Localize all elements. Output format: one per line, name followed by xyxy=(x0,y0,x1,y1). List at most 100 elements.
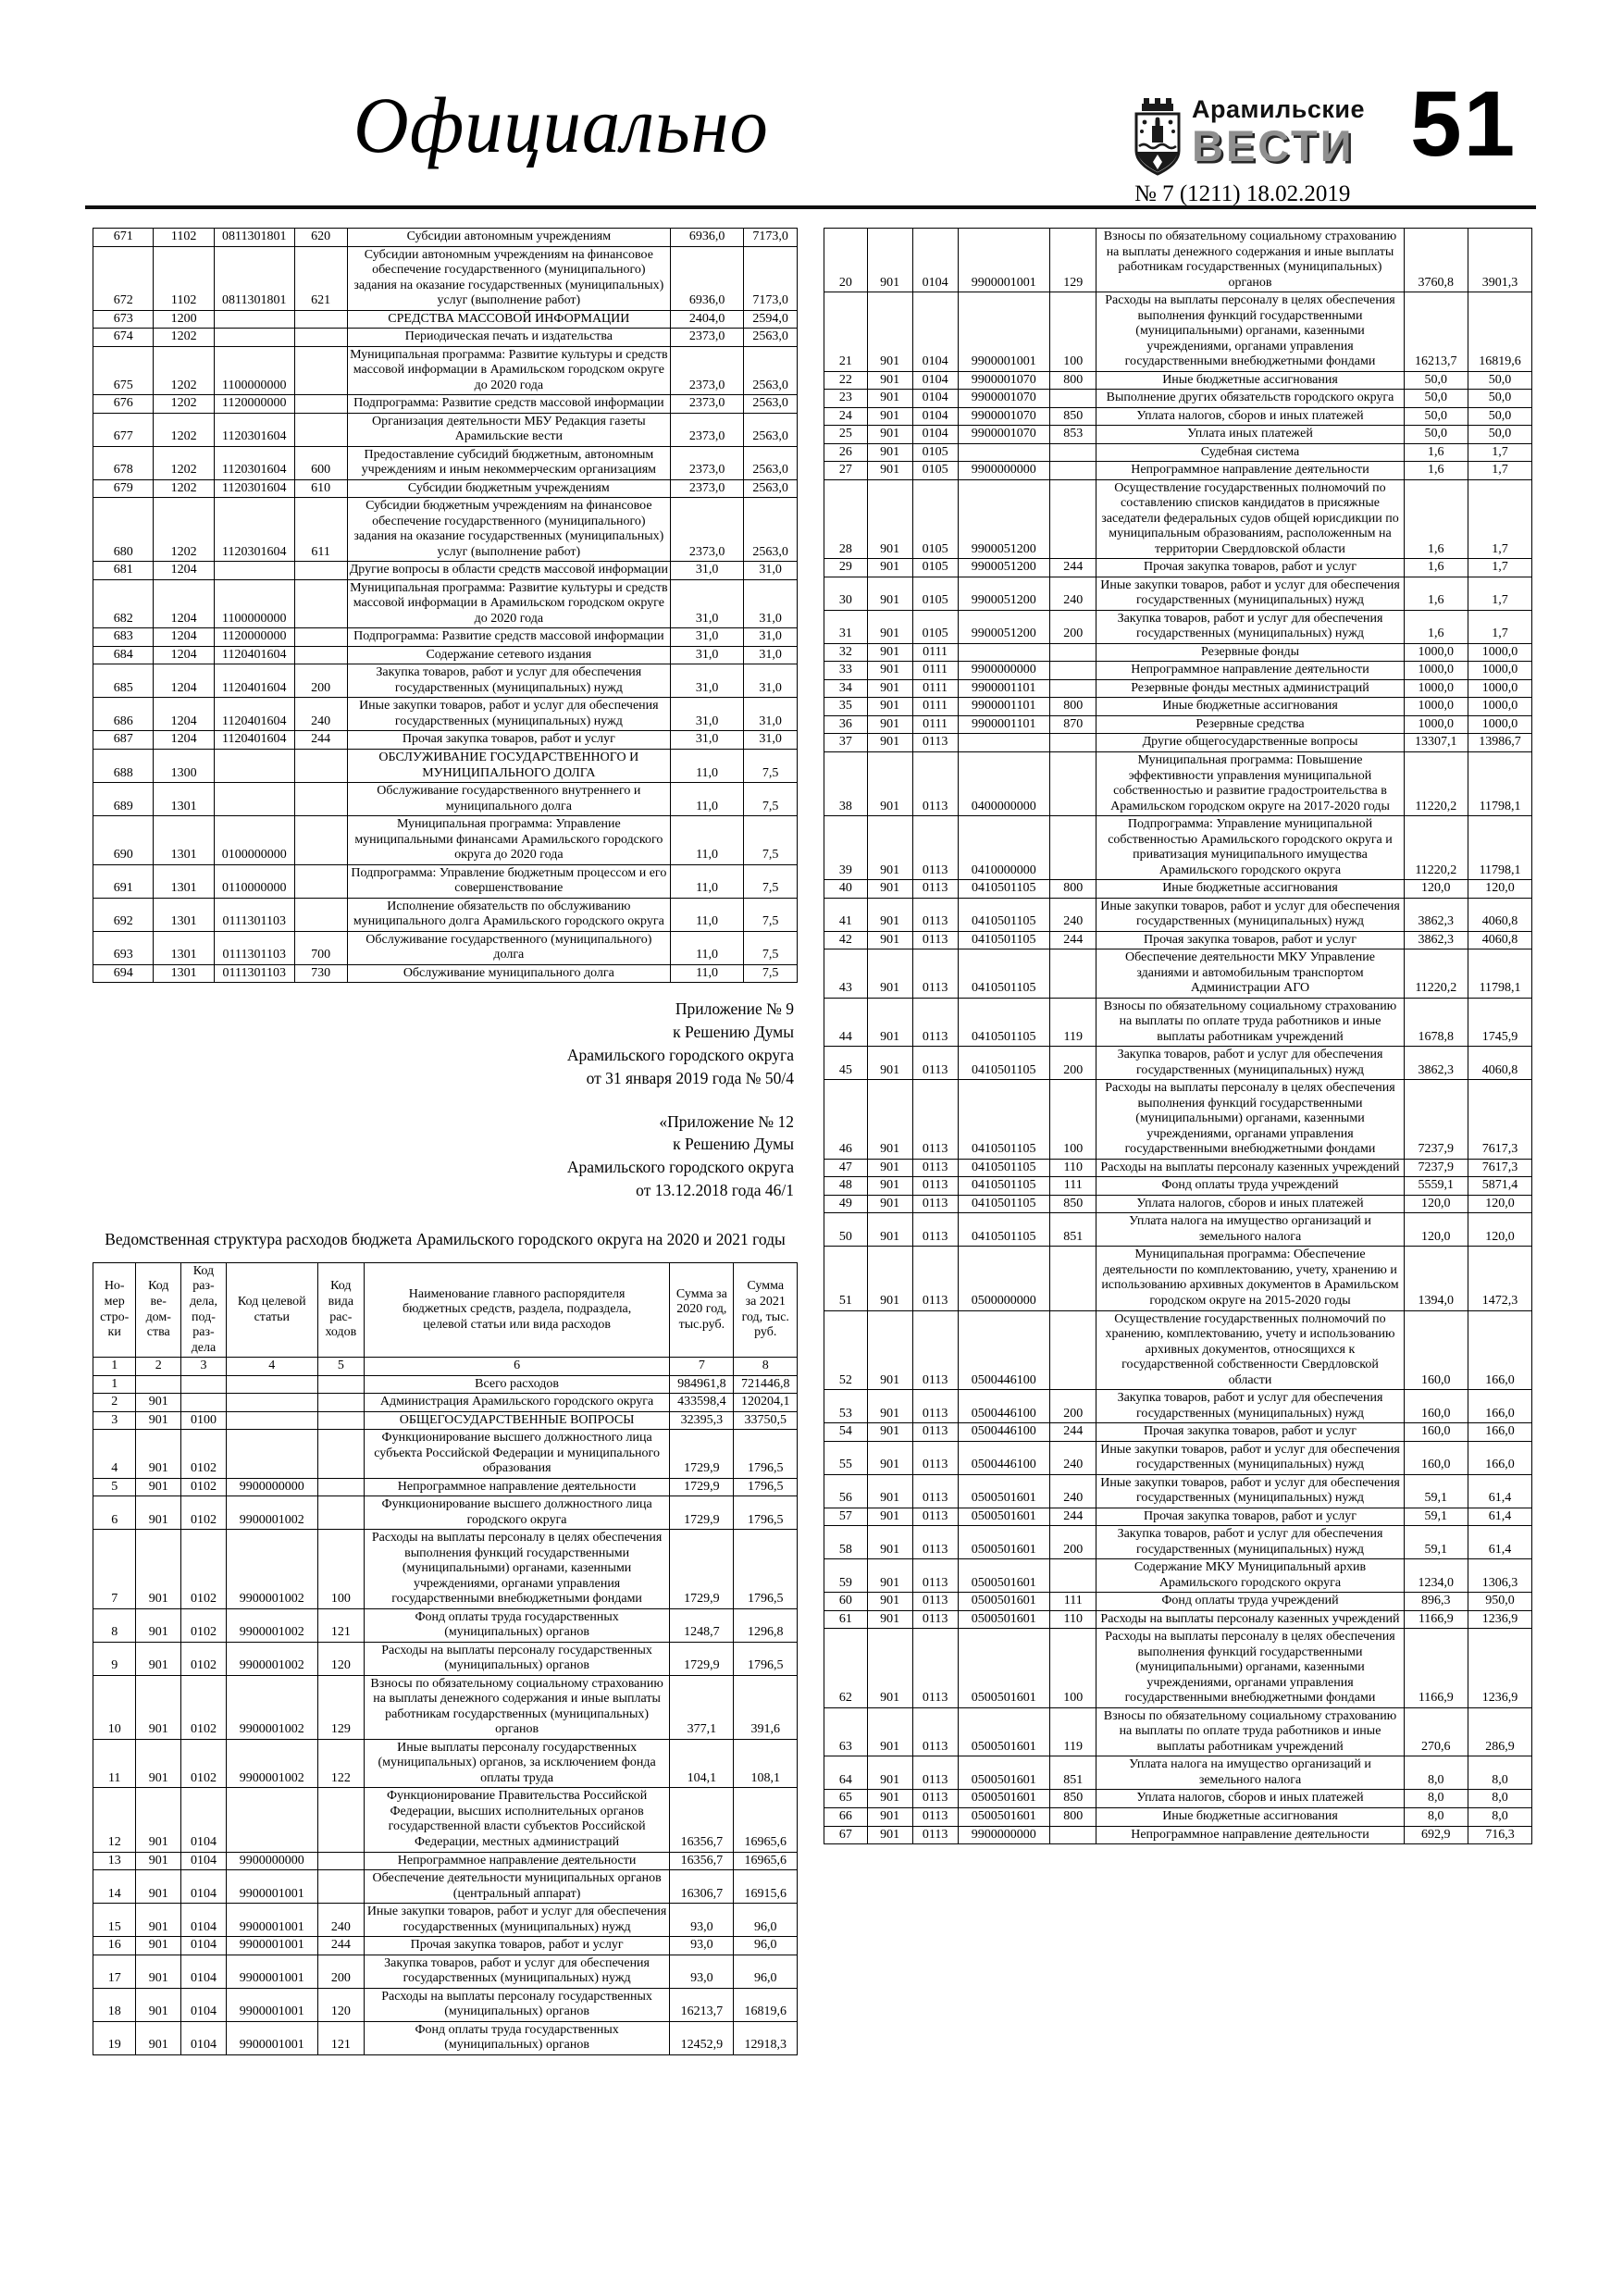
table-cell: Непрограммное направление деятельности xyxy=(363,1851,671,1871)
table-cell: 11,0 xyxy=(669,897,745,932)
table-cell xyxy=(316,1374,365,1395)
table-cell: 0113 xyxy=(911,1246,959,1311)
table-cell: 0105 xyxy=(911,558,959,577)
table-cell: 33750,5 xyxy=(733,1410,798,1431)
appendix-line: Приложение № 9 xyxy=(675,999,794,1019)
table-cell: 0410501105 xyxy=(957,1176,1051,1196)
table-cell: 7,5 xyxy=(743,897,798,932)
table-cell: 9900001001 xyxy=(957,227,1051,293)
table-cell: 1796,5 xyxy=(733,1429,798,1479)
table-row: 692 1301 0111301103 Исполнение обязательств… xyxy=(92,897,798,932)
table-row: 672 1102 0811301801 621 Субсидии автономным … xyxy=(92,245,798,311)
table-row: 22 901 0104 9900001070 800 Иные бюджетные асс… xyxy=(824,370,1532,391)
appendix-9-reference: Приложение № 9 к Решению Думы Арамильско… xyxy=(93,998,794,1089)
table-cell: 682 xyxy=(92,578,155,629)
table-row: 66 901 0113 0500501601 800 Иные бюджетные асс… xyxy=(824,1806,1532,1827)
table-cell: 716,3 xyxy=(1468,1825,1532,1845)
table-cell: 104,1 xyxy=(669,1738,735,1789)
table-cell: 14 xyxy=(92,1869,137,1905)
table-cell: 672 xyxy=(92,245,155,311)
table-cell: 671 xyxy=(92,228,155,247)
table-cell: 0410501105 xyxy=(957,1079,1051,1160)
table-cell: 9900051200 xyxy=(957,609,1051,644)
table-row: 61 901 0113 0500501601 110 Расходы на выплаты… xyxy=(824,1609,1532,1630)
table-cell: 16213,7 xyxy=(669,1987,735,2022)
table-cell: 0113 xyxy=(911,1473,959,1508)
table-cell: 9900001001 xyxy=(225,2020,318,2055)
table-cell: Иные выплаты персоналу государственных (… xyxy=(363,1738,671,1789)
table-cell xyxy=(1048,1309,1097,1391)
table-cell: 1,7 xyxy=(1468,478,1532,560)
table-cell: 0113 xyxy=(911,1440,959,1475)
appendix-line: от 13.12.2018 года 46/1 xyxy=(636,1181,794,1200)
table-cell: 16213,7 xyxy=(1403,292,1469,372)
table-cell: 0410501105 xyxy=(957,997,1051,1048)
table-cell: 0500501601 xyxy=(957,1789,1051,1808)
table-row: 67 901 0113 9900000000 Непрограммное направл… xyxy=(824,1825,1532,1845)
table-cell: 31,0 xyxy=(743,561,798,580)
table-cell: 9900000000 xyxy=(225,1851,318,1871)
table-cell: 901 xyxy=(866,678,913,699)
table-cell xyxy=(1048,389,1097,408)
table-cell: Функционирование Правительства Российско… xyxy=(363,1787,671,1853)
table-row: 13 901 0104 9900000000 Непрограммное направл… xyxy=(92,1851,798,1871)
table-cell: 0811301801 xyxy=(213,245,295,311)
table-cell xyxy=(293,782,348,817)
table-cell: 901 xyxy=(866,1706,913,1757)
table-cell: 59,1 xyxy=(1403,1473,1469,1508)
table-cell: 16965,6 xyxy=(733,1787,798,1853)
table-cell: 1202 xyxy=(153,478,215,499)
table-cell: Функционирование высшего должностного ли… xyxy=(363,1429,671,1479)
table-row: 59 901 0113 0500501601 Содержание МКУ Муници… xyxy=(824,1558,1532,1594)
table-row: 49 901 0113 0410501105 850 Уплата налогов, сб… xyxy=(824,1194,1532,1214)
table-cell: 9900001001 xyxy=(225,1903,318,1938)
table-cell: 30 xyxy=(824,576,868,611)
table-cell: 11,0 xyxy=(669,782,745,817)
table-row: 41 901 0113 0410501105 240 Иные закупки товар… xyxy=(824,897,1532,932)
table-row: 55 901 0113 0500446100 240 Иные закупки товар… xyxy=(824,1440,1532,1475)
table-cell: 1,6 xyxy=(1403,576,1469,611)
table-cell: 4060,8 xyxy=(1468,897,1532,932)
table-row: 674 1202 Периодическая печать и издательст… xyxy=(92,328,798,347)
table-cell: 2563,0 xyxy=(743,497,798,563)
table-cell: 244 xyxy=(293,730,348,750)
table-cell: 120,0 xyxy=(1468,879,1532,899)
table-cell xyxy=(316,1393,365,1412)
table-row: 11 901 0102 9900001002 122 Иные выплаты персо… xyxy=(92,1738,798,1789)
table-cell: 108,1 xyxy=(733,1738,798,1789)
table-cell: 1202 xyxy=(153,345,215,396)
table-cell: 31,0 xyxy=(743,730,798,750)
table-cell xyxy=(316,1787,365,1853)
table-cell: 1120401604 xyxy=(213,697,295,732)
table-cell: Взносы по обязательному социальному стра… xyxy=(1096,227,1405,293)
table-cell: 1202 xyxy=(153,497,215,563)
table-cell: 901 xyxy=(135,1410,182,1431)
table-cell: 0113 xyxy=(911,1789,959,1808)
table-cell: 11220,2 xyxy=(1403,815,1469,881)
table-cell: 1120000000 xyxy=(213,627,295,647)
table-cell xyxy=(225,1787,318,1853)
table-header-row: Но- мер стро- ки Код ве- дом- ства Код р… xyxy=(92,1261,798,1359)
table-cell: 0104 xyxy=(180,1903,227,1938)
table-cell: 1200 xyxy=(153,309,215,329)
table-cell: 58 xyxy=(824,1525,868,1560)
table-cell: 0113 xyxy=(911,1194,959,1214)
table-cell xyxy=(1048,642,1097,663)
table-cell: 7,5 xyxy=(743,782,798,817)
table-cell: 2563,0 xyxy=(743,394,798,414)
table-cell: 0113 xyxy=(911,1212,959,1247)
table-cell: 689 xyxy=(92,782,155,817)
table-cell: 17 xyxy=(92,1954,137,1989)
table-cell: 166,0 xyxy=(1468,1440,1532,1475)
table-row: 9 901 0102 9900001002 120 Расходы на выплаты … xyxy=(92,1641,798,1676)
table-cell: Субсидии автономным учреждениям xyxy=(346,228,672,247)
table-cell: Судебная система xyxy=(1096,442,1405,463)
table-cell: 9900001001 xyxy=(957,292,1051,372)
table-cell: 50,0 xyxy=(1468,425,1532,444)
table-cell: 19 xyxy=(92,2020,137,2055)
table-cell: 1796,5 xyxy=(733,1496,798,1531)
table-cell: 1120301604 xyxy=(213,478,295,499)
table-cell xyxy=(1048,751,1097,817)
table-cell: 0113 xyxy=(911,897,959,932)
table-cell: 851 xyxy=(1048,1756,1097,1791)
